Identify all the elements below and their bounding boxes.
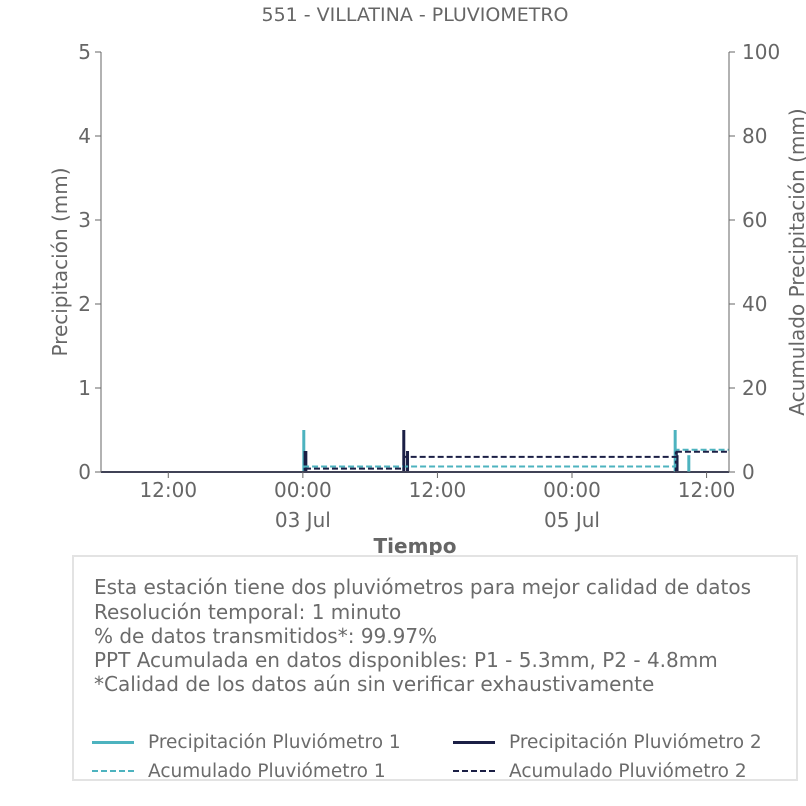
info-stations: Esta estación tiene dos pluviómetros par…	[94, 575, 752, 599]
y2-tick-label-2: 40	[742, 292, 767, 316]
y2-axis-label: Acumulado Precipitación (mm)	[785, 108, 806, 415]
x-tick-label-1: 00:00	[274, 478, 332, 502]
chart-title: 551 - VILLATINA - PLUVIOMETRO	[261, 4, 568, 26]
info-resolution: Resolución temporal: 1 minuto	[94, 600, 402, 624]
x-tick-sublabel-3: 05 Jul	[544, 508, 600, 532]
y-axis-label: Precipitación (mm)	[48, 167, 72, 356]
y2-tick-label-4: 80	[742, 124, 767, 148]
y-tick-label-2: 2	[78, 292, 91, 316]
y2-tick-label-1: 20	[742, 376, 767, 400]
x-axis-label: Tiempo	[374, 534, 457, 558]
legend-label-a2: Acumulado Pluviómetro 2	[509, 760, 747, 782]
info-box: Esta estación tiene dos pluviómetros par…	[72, 555, 798, 782]
legend-swatch-a1	[92, 770, 134, 772]
x-tick-label-3: 00:00	[543, 478, 601, 502]
y-tick-label-4: 4	[78, 124, 91, 148]
info-quality-note: *Calidad de los datos aún sin verificar …	[94, 672, 655, 696]
legend-label-p2: Precipitación Pluviómetro 2	[509, 731, 762, 753]
info-accumulated: PPT Acumulada en datos disponibles: P1 -…	[94, 648, 718, 672]
y-tick-label-5: 5	[78, 40, 91, 64]
x-tick-label-2: 12:00	[409, 478, 467, 502]
y-tick-label-1: 1	[78, 376, 91, 400]
x-tick-sublabel-1: 03 Jul	[275, 508, 331, 532]
legend-item-a2: Acumulado Pluviómetro 2	[453, 760, 747, 782]
x-tick-label-0: 12:00	[139, 478, 197, 502]
legend-swatch-p2	[453, 740, 495, 744]
legend-swatch-p1	[92, 740, 134, 744]
series-accumulated-2	[101, 450, 729, 473]
info-transmitted: % de datos transmitidos*: 99.97%	[94, 624, 438, 648]
legend-label-p1: Precipitación Pluviómetro 1	[148, 731, 401, 753]
legend-label-a1: Acumulado Pluviómetro 1	[148, 760, 386, 782]
y-tick-label-3: 3	[78, 208, 91, 232]
series-accumulated-1	[101, 448, 729, 473]
y2-tick-label-3: 60	[742, 208, 767, 232]
chart: 551 - VILLATINA - PLUVIOMETRO 0 1 2 3 4 5 0 20 40…	[48, 4, 806, 558]
legend-swatch-a2	[453, 770, 495, 772]
y2-tick-label-5: 100	[742, 40, 780, 64]
x-tick-label-4: 12:00	[678, 478, 736, 502]
legend-item-p2: Precipitación Pluviómetro 2	[453, 731, 762, 753]
y2-tick-label-0: 0	[742, 460, 755, 484]
legend-item-p1: Precipitación Pluviómetro 1	[92, 731, 401, 753]
y-tick-label-0: 0	[78, 460, 91, 484]
legend-item-a1: Acumulado Pluviómetro 1	[92, 760, 386, 782]
